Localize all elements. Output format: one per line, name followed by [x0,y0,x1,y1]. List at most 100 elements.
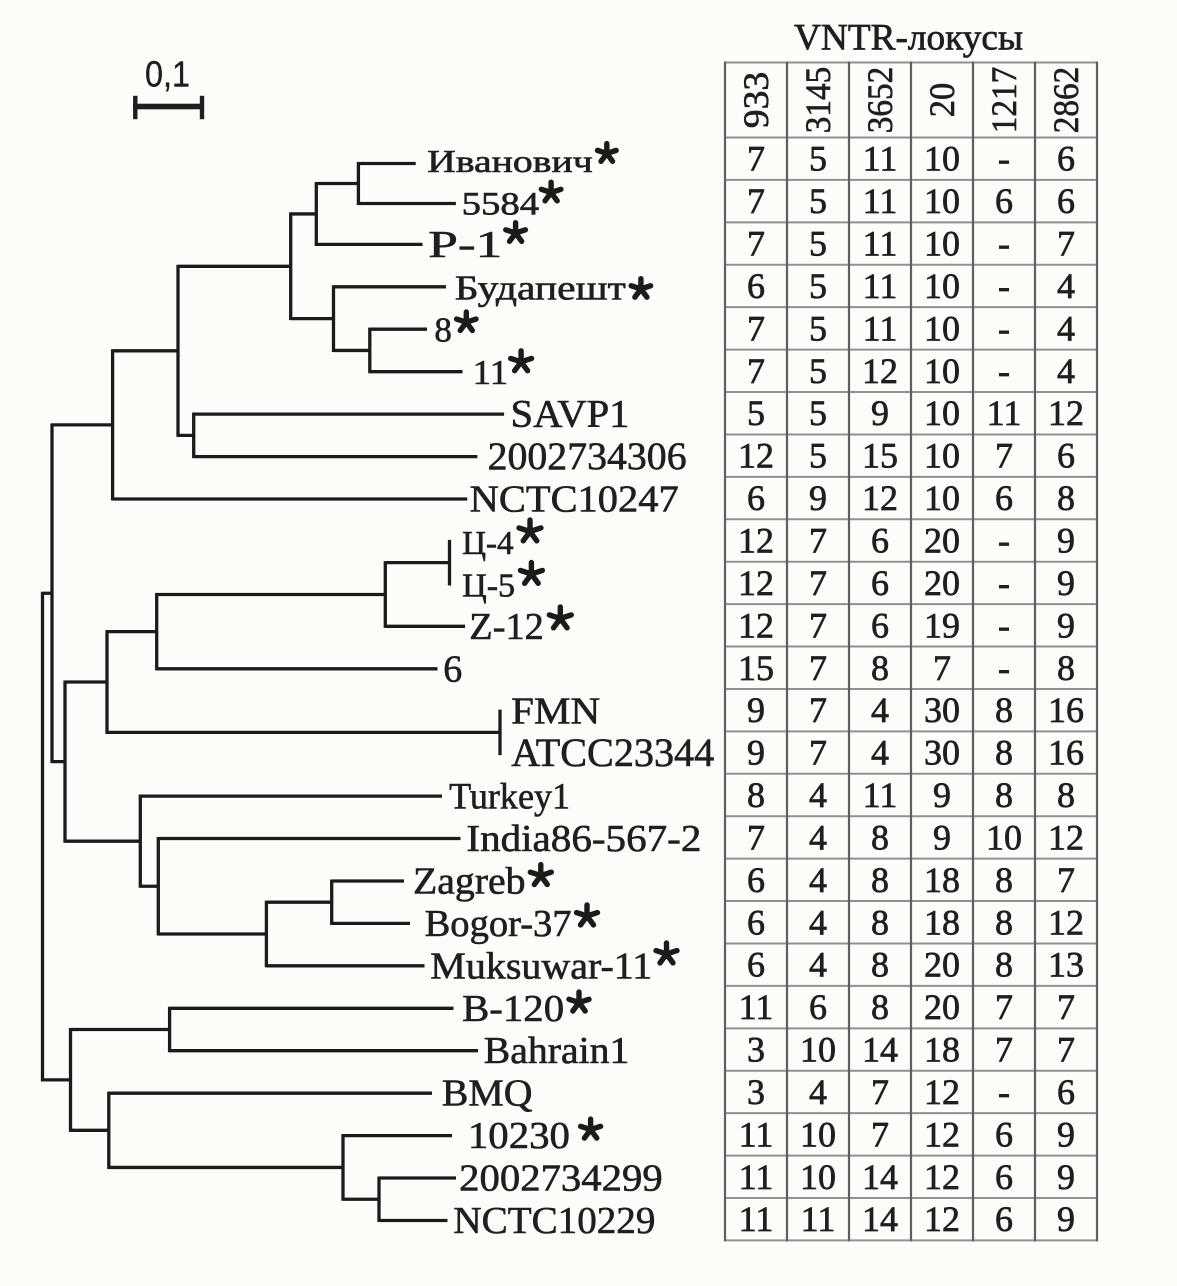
svg-text:30: 30 [924,733,960,773]
svg-text:14: 14 [862,1030,898,1070]
svg-text:18: 18 [924,860,960,900]
svg-text:4: 4 [809,817,827,857]
svg-text:6: 6 [1057,139,1075,179]
svg-text:FMN: FMN [511,691,600,733]
svg-text:9: 9 [1057,520,1075,560]
svg-text:7: 7 [809,733,827,773]
svg-text:12: 12 [924,1072,960,1112]
svg-text:7: 7 [1057,224,1075,264]
svg-text:-: - [998,563,1010,603]
svg-text:8: 8 [1057,648,1075,688]
svg-text:19: 19 [924,605,960,645]
svg-text:11: 11 [863,139,898,179]
svg-text:-: - [998,266,1010,306]
svg-text:8: 8 [871,648,889,688]
svg-text:7: 7 [871,1072,889,1112]
svg-text:6: 6 [995,478,1013,518]
svg-text:2002734299: 2002734299 [459,1158,663,1200]
svg-text:9: 9 [871,393,889,433]
svg-text:11: 11 [863,308,898,348]
svg-text:9: 9 [747,690,765,730]
svg-text:9: 9 [1057,563,1075,603]
svg-text:-: - [998,308,1010,348]
svg-text:6: 6 [443,648,462,690]
svg-text:6: 6 [871,605,889,645]
svg-text:10: 10 [924,139,960,179]
svg-text:Bahrain1: Bahrain1 [484,1030,630,1072]
svg-text:8: 8 [995,860,1013,900]
svg-text:-: - [998,648,1010,688]
svg-text:6: 6 [747,478,765,518]
svg-text:-: - [998,224,1010,264]
svg-text:5: 5 [809,181,827,221]
svg-text:7: 7 [747,181,765,221]
svg-text:15: 15 [738,648,774,688]
svg-text:7: 7 [747,224,765,264]
svg-text:8: 8 [871,817,889,857]
svg-text:10: 10 [924,266,960,306]
svg-text:12: 12 [924,1199,960,1239]
svg-text:16: 16 [1048,690,1084,730]
svg-text:5: 5 [809,308,827,348]
svg-text:Bogor-37: Bogor-37 [425,903,572,945]
svg-text:7: 7 [1057,860,1075,900]
svg-text:15: 15 [862,436,898,476]
svg-text:13: 13 [1048,945,1084,985]
svg-text:11: 11 [863,266,898,306]
svg-text:10: 10 [800,1030,836,1070]
svg-text:7: 7 [995,987,1013,1027]
svg-text:5: 5 [809,393,827,433]
svg-text:4: 4 [871,733,889,773]
svg-text:14: 14 [862,1157,898,1197]
svg-text:7: 7 [1057,1030,1075,1070]
svg-text:10230: 10230 [468,1115,570,1157]
svg-text:5: 5 [747,393,765,433]
svg-text:6: 6 [871,563,889,603]
svg-text:7: 7 [1057,987,1075,1027]
svg-text:VNTR-локусы: VNTR-локусы [794,17,1023,58]
svg-text:6: 6 [995,1114,1013,1154]
svg-text:Будапешт: Будапешт [455,268,626,307]
svg-text:Muksuwar-11: Muksuwar-11 [430,945,652,987]
svg-text:3: 3 [747,1072,765,1112]
svg-text:4: 4 [1057,351,1075,391]
svg-text:8: 8 [747,775,765,815]
svg-text:12: 12 [862,351,898,391]
svg-text:9: 9 [1057,605,1075,645]
svg-text:4: 4 [809,945,827,985]
svg-text:9: 9 [1057,1157,1075,1197]
svg-text:6: 6 [1057,436,1075,476]
svg-text:8: 8 [434,311,452,350]
svg-text:11: 11 [987,393,1022,433]
svg-text:Иванович: Иванович [427,143,593,179]
svg-text:9: 9 [1057,1114,1075,1154]
svg-text:7: 7 [747,139,765,179]
svg-text:7: 7 [933,648,951,688]
svg-text:20: 20 [924,945,960,985]
svg-text:4: 4 [1057,308,1075,348]
svg-text:10: 10 [800,1157,836,1197]
svg-text:11: 11 [801,1199,836,1239]
svg-text:12: 12 [1048,393,1084,433]
svg-text:10: 10 [924,181,960,221]
svg-text:10: 10 [924,393,960,433]
svg-text:7: 7 [871,1114,889,1154]
svg-text:7: 7 [809,648,827,688]
svg-text:11: 11 [739,987,774,1027]
svg-text:Ц-5: Ц-5 [462,567,515,604]
svg-text:11: 11 [863,775,898,815]
svg-text:4: 4 [1057,266,1075,306]
svg-text:6: 6 [747,266,765,306]
svg-text:4: 4 [809,902,827,942]
svg-text:4: 4 [871,690,889,730]
svg-text:BMQ: BMQ [442,1073,533,1115]
svg-text:12: 12 [1048,902,1084,942]
svg-text:Ц-4: Ц-4 [462,525,513,562]
svg-text:12: 12 [738,436,774,476]
svg-text:11: 11 [739,1199,774,1239]
svg-text:10: 10 [924,436,960,476]
svg-text:4: 4 [809,1072,827,1112]
svg-text:20: 20 [924,987,960,1027]
svg-text:7: 7 [995,1030,1013,1070]
svg-text:B-120: B-120 [462,988,564,1030]
